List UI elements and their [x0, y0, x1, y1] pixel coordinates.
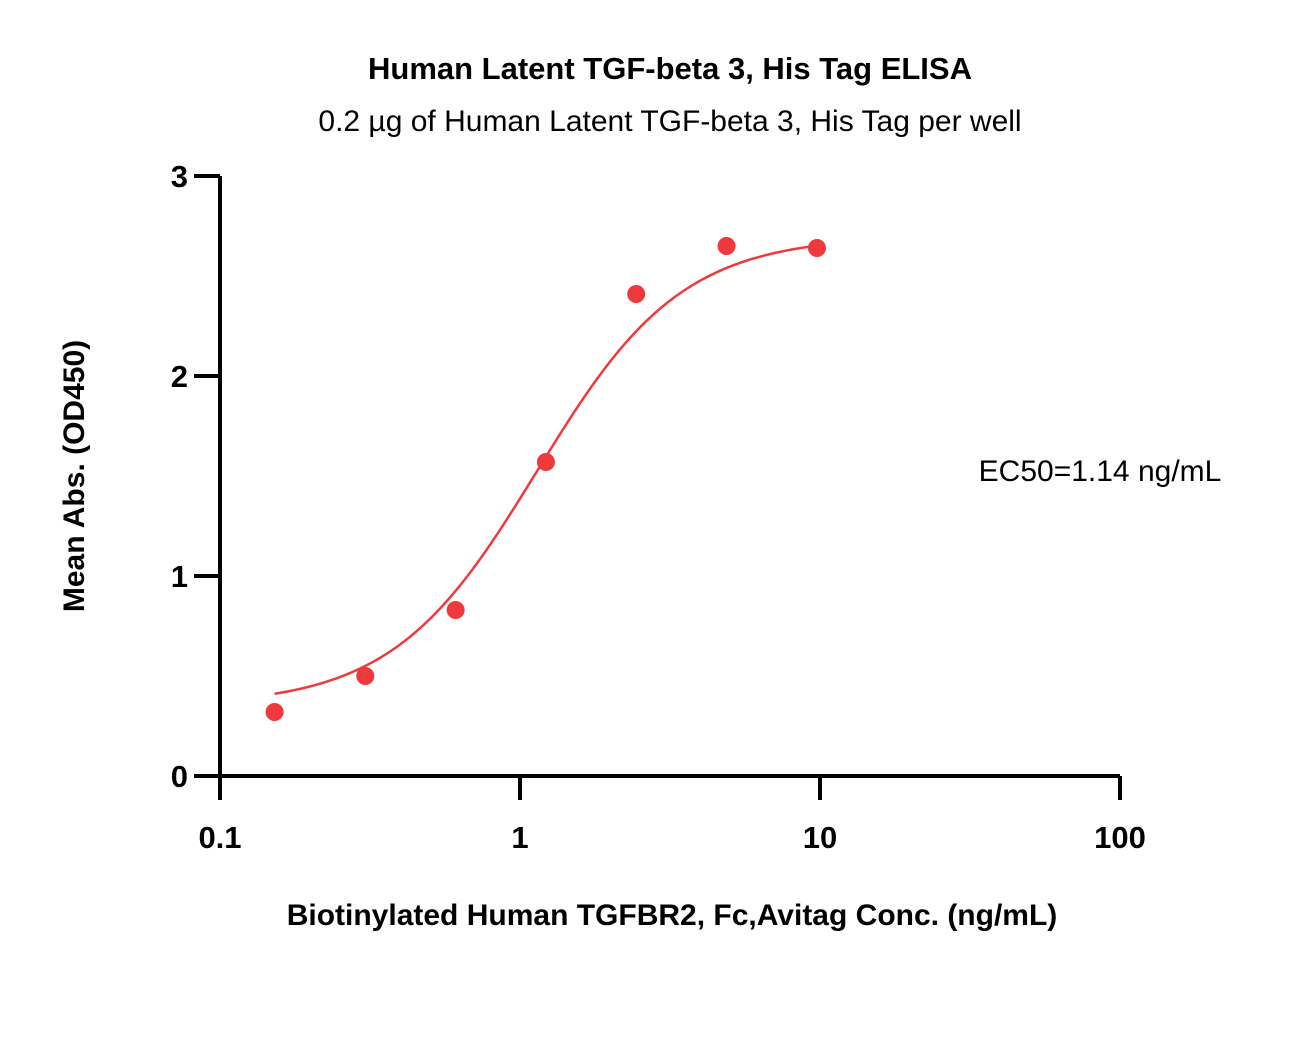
y-tick-label: 3 [171, 159, 188, 194]
data-point [536, 453, 555, 471]
chart-subtitle: 0.2 µg of Human Latent TGF-beta 3, His T… [318, 105, 1021, 138]
x-axis-label: Biotinylated Human TGFBR2, Fc,Avitag Con… [287, 899, 1058, 932]
x-tick-label: 1 [511, 820, 528, 855]
data-point [717, 237, 736, 255]
x-tick-label: 0.1 [198, 820, 241, 855]
ticks: 0 1 2 3 0.1 1 10 100 [171, 159, 1146, 855]
data-points [265, 237, 826, 721]
data-point [446, 601, 465, 619]
ec50-annotation: EC50=1.14 ng/mL [979, 455, 1222, 488]
data-point [356, 667, 375, 685]
data-point [265, 703, 284, 721]
data-point [627, 285, 646, 303]
axes [218, 176, 1120, 778]
y-axis-label: Mean Abs. (OD450) [58, 340, 91, 612]
data-point [807, 239, 826, 257]
y-tick-label: 0 [171, 759, 188, 794]
y-tick-label: 1 [171, 559, 188, 594]
x-tick-label: 100 [1094, 820, 1146, 855]
x-tick-label: 10 [803, 820, 837, 855]
chart-title: Human Latent TGF-beta 3, His Tag ELISA [368, 51, 972, 86]
y-tick-label: 2 [171, 359, 188, 394]
